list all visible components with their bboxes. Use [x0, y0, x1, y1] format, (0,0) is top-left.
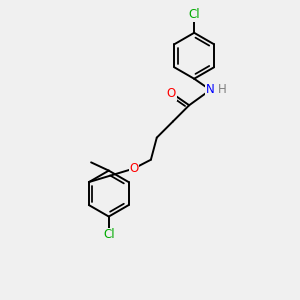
Text: Cl: Cl [103, 228, 115, 241]
Text: N: N [206, 83, 215, 96]
Text: O: O [167, 87, 176, 100]
Text: H: H [218, 83, 227, 96]
Text: O: O [129, 162, 138, 175]
Text: Cl: Cl [188, 8, 200, 21]
